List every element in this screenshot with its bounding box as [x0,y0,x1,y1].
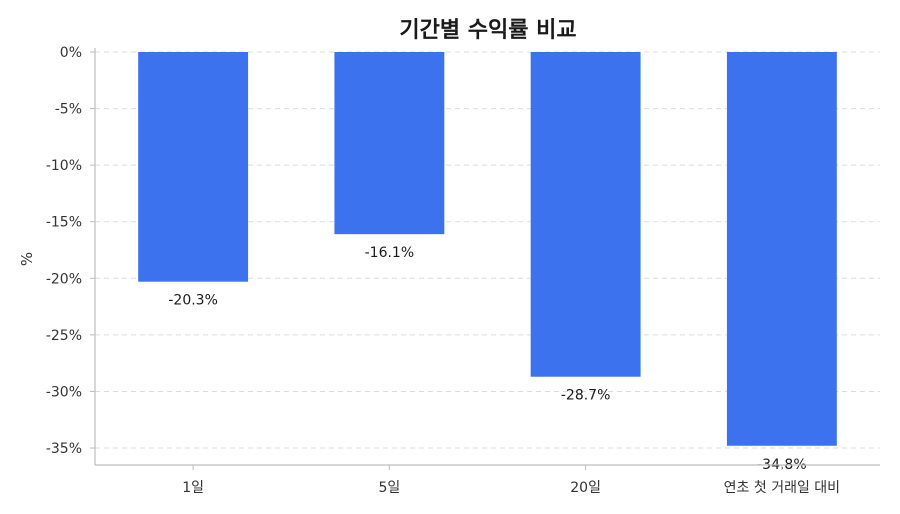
y-tick-label: 0% [60,45,82,61]
x-tick-label: 1일 [182,480,204,496]
y-tick-label: -5% [55,102,82,118]
y-axis-label: % [18,252,36,266]
bar [530,52,641,377]
y-tick-label: -35% [46,441,82,457]
x-tick-label: 5일 [378,480,400,496]
bar [334,52,445,235]
bars [138,52,837,446]
data-label: -28.7% [561,388,611,404]
y-tick-label: -25% [46,328,82,344]
data-labels: -20.3%-16.1%-28.7%-34.8% [168,245,806,473]
bar [138,52,249,282]
bar [726,52,837,446]
axes [94,48,880,466]
data-label: -16.1% [365,245,415,261]
y-tick-label: -10% [46,158,82,174]
y-tick-label: -20% [46,271,82,287]
x-tick-label: 20일 [570,480,601,496]
x-tick-label: 연초 첫 거래일 대비 [724,480,840,496]
y-tick-label: -15% [46,215,82,231]
y-tick-label: -30% [46,384,82,400]
y-axis-ticks: 0% -5% -10% -15% -20% -25% -30% -35% [46,45,95,457]
x-axis-ticks: 1일 5일 20일 연초 첫 거래일 대비 [182,465,840,496]
data-label: -20.3% [168,293,218,309]
chart-title: 기간별 수익률 비교 [399,18,576,43]
